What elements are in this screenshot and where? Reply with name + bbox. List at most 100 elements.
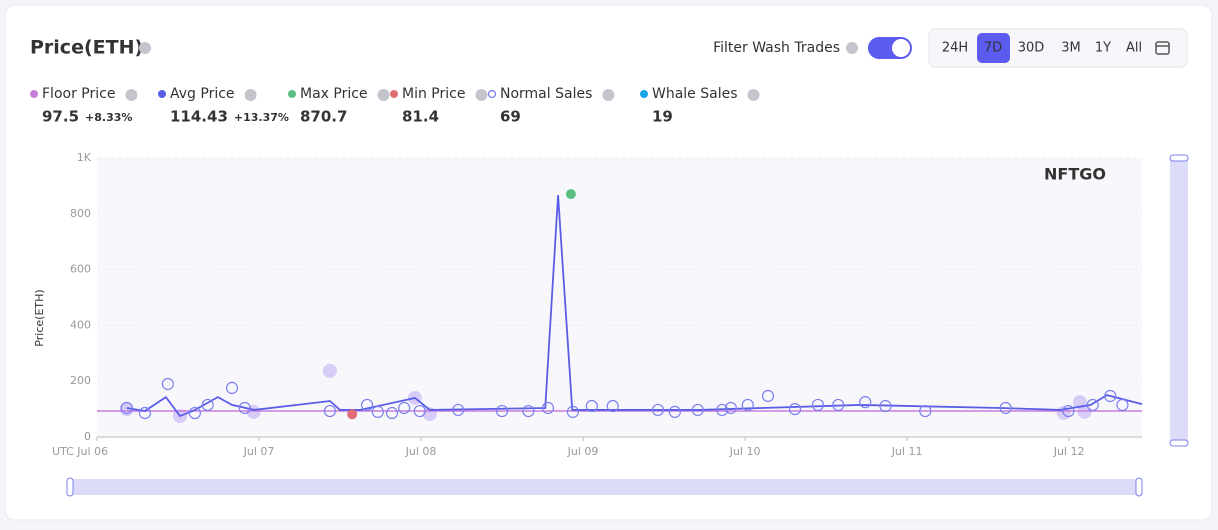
sale-point[interactable] (138, 406, 152, 420)
sale-point[interactable] (788, 403, 802, 416)
legend-label: Min Price (402, 86, 465, 102)
y-zoom-slider[interactable] (1170, 158, 1188, 443)
x-tick-label: UTC Jul 06 (52, 445, 108, 458)
info-icon[interactable] (602, 89, 615, 101)
sale-point[interactable] (919, 404, 932, 418)
info-icon[interactable] (139, 42, 151, 54)
toggle-knob (892, 39, 910, 57)
calendar-icon[interactable] (1155, 41, 1170, 55)
x-tick-label: Jul 10 (729, 445, 761, 458)
timeframe-button[interactable]: 24H (942, 41, 968, 56)
sale-point[interactable] (1116, 398, 1129, 412)
stat-value: 97.5 (42, 108, 79, 126)
y-tick-label: 0 (84, 430, 91, 443)
x-tick-label: Jul 07 (243, 445, 275, 458)
x-tick-label: Jul 08 (405, 445, 437, 458)
y-tick-label: 800 (70, 207, 91, 220)
timeframe-active[interactable] (977, 33, 1010, 63)
sale-point[interactable] (238, 401, 251, 415)
sale-point[interactable] (522, 404, 535, 418)
timeframe-button[interactable]: 7D (984, 41, 1002, 56)
sale-point[interactable] (398, 401, 411, 415)
timeframe-button[interactable]: All (1126, 41, 1142, 56)
y-axis-label: Price(ETH) (33, 289, 46, 346)
legend-label: Floor Price (42, 86, 115, 102)
legend-label: Max Price (300, 86, 368, 102)
sale-point[interactable] (161, 377, 174, 391)
title: Price(ETH) (30, 37, 143, 59)
sale-point[interactable] (1086, 398, 1099, 412)
legend-marker (30, 90, 38, 98)
legend-marker (390, 90, 398, 98)
stat-value: 870.7 (300, 108, 347, 126)
x-tick-label: Jul 11 (891, 445, 923, 458)
stat-value: 114.43 (170, 108, 228, 126)
sale-point[interactable] (879, 399, 892, 413)
x-zoom-slider[interactable] (70, 479, 1140, 495)
sale-point[interactable] (413, 404, 426, 418)
y-tick-label: 200 (70, 374, 91, 387)
sale-point[interactable] (606, 399, 619, 413)
sale-point[interactable] (201, 398, 214, 412)
y-tick-label: 400 (70, 318, 91, 331)
sale-point[interactable] (1104, 389, 1117, 403)
y-zoom-handle[interactable] (1169, 439, 1189, 447)
x-zoom-handle[interactable] (1135, 477, 1143, 497)
sale-point[interactable] (495, 404, 509, 418)
stat-change: +13.37% (234, 111, 289, 124)
sale-point[interactable] (452, 403, 465, 417)
sale-point[interactable] (360, 398, 374, 412)
whale-point[interactable] (322, 363, 337, 378)
sale-point[interactable] (120, 401, 133, 415)
sale-point[interactable] (323, 404, 336, 418)
sale-point[interactable] (651, 403, 665, 417)
info-icon[interactable] (846, 42, 858, 54)
timeframe-button[interactable]: 30D (1018, 41, 1045, 56)
stat-value: 69 (500, 108, 521, 126)
sale-point[interactable] (832, 398, 845, 412)
sale-point[interactable] (566, 405, 580, 418)
legend-marker (158, 90, 166, 98)
y-tick-label: 1K (77, 151, 92, 164)
sale-point[interactable] (225, 381, 239, 394)
stat-change: +8.33% (85, 111, 132, 124)
sale-point[interactable] (371, 405, 384, 418)
info-icon[interactable] (377, 89, 390, 101)
x-tick-label: Jul 09 (567, 445, 599, 458)
sale-point[interactable] (1062, 404, 1075, 418)
sale-point[interactable] (188, 406, 201, 420)
sale-point[interactable] (541, 401, 555, 415)
timeframe-button[interactable]: 3M (1061, 41, 1081, 56)
sale-point[interactable] (668, 405, 681, 418)
filter-label: Filter Wash Trades (713, 40, 840, 56)
point (565, 189, 576, 200)
sale-point[interactable] (741, 398, 754, 412)
y-zoom-handle[interactable] (1169, 154, 1189, 162)
stat-value: 19 (652, 108, 673, 126)
point (347, 409, 358, 420)
sale-point[interactable] (385, 406, 399, 420)
watermark: NFTGO (1044, 165, 1106, 184)
info-icon[interactable] (244, 89, 257, 101)
sale-point[interactable] (859, 396, 872, 409)
sale-point[interactable] (999, 401, 1012, 415)
legend-label: Whale Sales (652, 86, 738, 102)
info-icon[interactable] (747, 89, 760, 101)
sale-point[interactable] (811, 398, 825, 412)
legend-marker (487, 89, 497, 99)
sale-point[interactable] (691, 403, 704, 417)
y-tick-label: 600 (70, 263, 91, 276)
timeframe-button[interactable]: 1Y (1095, 41, 1111, 56)
x-zoom-handle[interactable] (66, 477, 74, 497)
stat-value: 81.4 (402, 108, 439, 126)
sale-point[interactable] (585, 399, 598, 413)
legend-label: Avg Price (170, 86, 235, 102)
info-icon[interactable] (125, 89, 138, 101)
sale-point[interactable] (724, 401, 737, 415)
legend-marker (288, 90, 296, 98)
sale-point[interactable] (716, 403, 729, 417)
sale-point[interactable] (761, 389, 775, 403)
info-icon[interactable] (475, 89, 488, 101)
legend-marker (640, 90, 648, 98)
